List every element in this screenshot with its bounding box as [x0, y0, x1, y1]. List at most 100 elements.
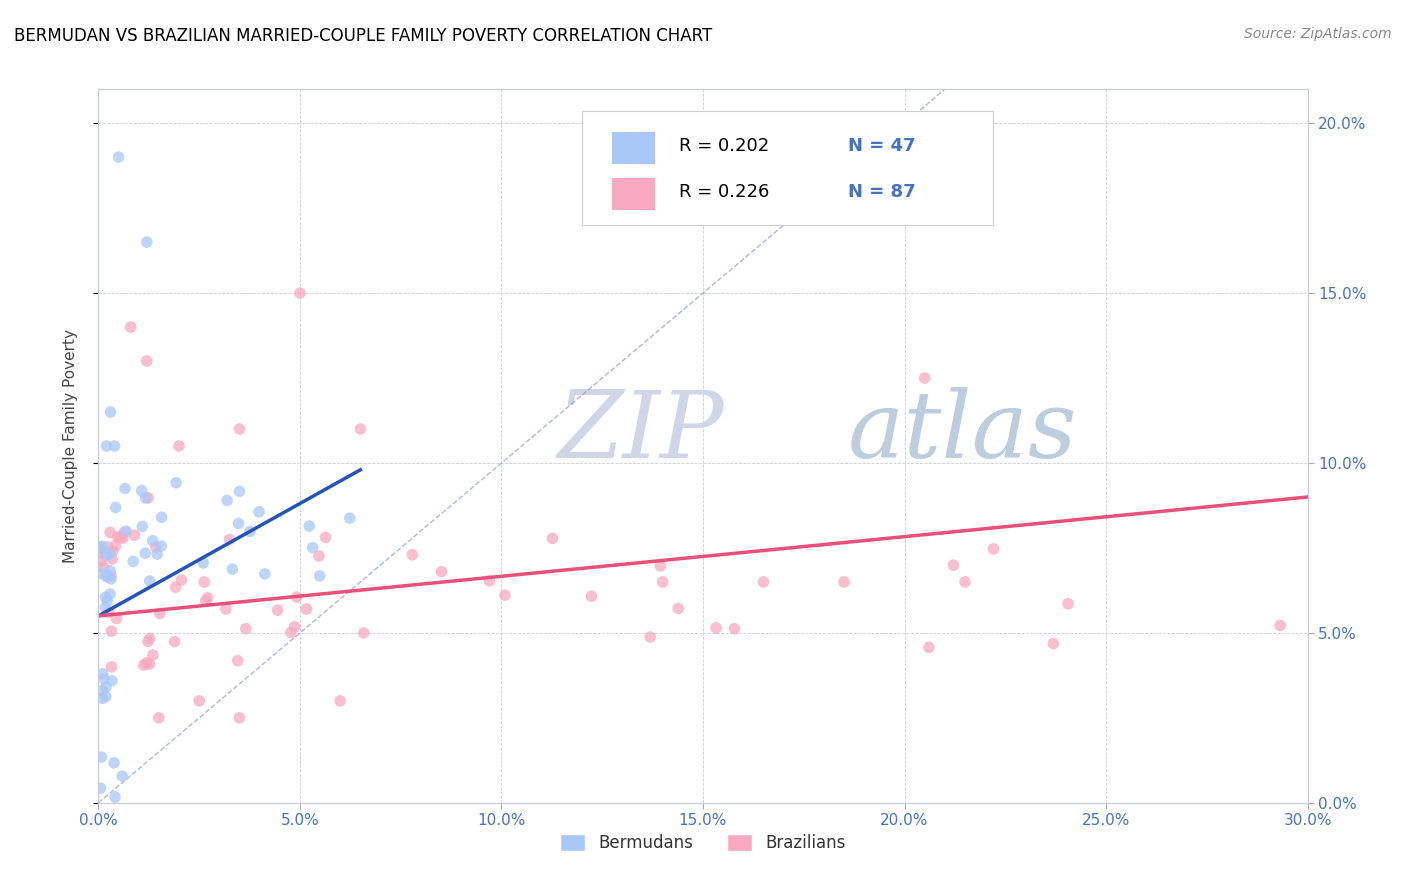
Point [832, 574, 855, 589]
Point [217, 493, 239, 508]
Point [983, 541, 1005, 556]
Point [104, 789, 127, 804]
Point [134, 491, 156, 505]
Point [111, 769, 134, 783]
Point [110, 530, 132, 544]
Point [650, 558, 672, 573]
Point [100, 624, 122, 639]
Point [1042, 637, 1064, 651]
Point [90, 566, 112, 581]
Point [100, 568, 122, 582]
Point [107, 530, 129, 544]
Point [98, 587, 121, 601]
Point [100, 572, 122, 586]
Point [308, 569, 330, 583]
Point [638, 630, 661, 644]
Point [723, 622, 745, 636]
Point [100, 405, 122, 419]
Point [145, 540, 167, 554]
Point [104, 539, 127, 553]
Point [142, 533, 165, 548]
Point [148, 711, 170, 725]
Point [193, 575, 215, 590]
Text: N = 87: N = 87 [848, 183, 915, 201]
Point [98, 525, 121, 540]
Point [301, 541, 323, 555]
Point [96, 549, 118, 563]
Point [752, 574, 775, 589]
Point [150, 539, 173, 553]
Point [284, 620, 307, 634]
Point [146, 547, 169, 561]
Point [666, 601, 689, 615]
Point [228, 422, 250, 436]
Text: ZIP: ZIP [558, 387, 724, 476]
FancyBboxPatch shape [613, 178, 655, 210]
FancyBboxPatch shape [613, 132, 655, 164]
Point [96, 439, 118, 453]
Point [215, 602, 238, 616]
Point [353, 626, 375, 640]
Point [253, 566, 276, 581]
Point [401, 548, 423, 562]
Point [142, 648, 165, 662]
Point [165, 475, 187, 490]
Point [541, 532, 564, 546]
Point [295, 602, 318, 616]
Legend: Bermudans, Brazilians: Bermudans, Brazilians [554, 827, 852, 859]
Point [96, 570, 118, 584]
Point [188, 694, 211, 708]
Point [101, 544, 124, 558]
Point [165, 580, 187, 594]
Point [239, 524, 262, 539]
Point [288, 286, 311, 301]
Point [349, 422, 371, 436]
Point [308, 549, 330, 563]
Point [120, 320, 142, 334]
Point [280, 625, 302, 640]
Point [91, 683, 114, 698]
Point [138, 574, 160, 588]
Point [430, 565, 453, 579]
Point [134, 546, 156, 560]
Text: R = 0.202: R = 0.202 [679, 137, 769, 155]
Point [478, 574, 501, 588]
Text: N = 47: N = 47 [848, 137, 915, 155]
Point [339, 511, 361, 525]
Point [135, 235, 157, 249]
Point [101, 673, 124, 688]
Point [96, 569, 118, 583]
Point [91, 691, 114, 706]
Point [136, 491, 159, 505]
Point [150, 510, 173, 524]
Text: BERMUDAN VS BRAZILIAN MARRIED-COUPLE FAMILY POVERTY CORRELATION CHART: BERMUDAN VS BRAZILIAN MARRIED-COUPLE FAM… [14, 27, 713, 45]
Point [131, 483, 153, 498]
Point [1057, 597, 1080, 611]
Point [89, 781, 111, 796]
Point [104, 500, 127, 515]
Point [94, 680, 117, 694]
Point [235, 622, 257, 636]
Point [93, 560, 115, 574]
Point [132, 658, 155, 673]
Point [114, 482, 136, 496]
Point [98, 564, 121, 578]
Text: Source: ZipAtlas.com: Source: ZipAtlas.com [1244, 27, 1392, 41]
Point [94, 600, 117, 615]
Point [228, 484, 250, 499]
Point [953, 574, 976, 589]
Point [114, 524, 136, 539]
Point [329, 694, 352, 708]
Point [98, 547, 121, 561]
Point [218, 533, 240, 547]
Text: R = 0.226: R = 0.226 [679, 183, 769, 201]
Point [136, 634, 159, 648]
Text: atlas: atlas [848, 387, 1077, 476]
Point [167, 439, 190, 453]
Point [93, 672, 115, 686]
Point [91, 540, 114, 554]
Point [149, 607, 172, 621]
Point [704, 621, 727, 635]
Point [942, 558, 965, 573]
Point [89, 546, 111, 560]
